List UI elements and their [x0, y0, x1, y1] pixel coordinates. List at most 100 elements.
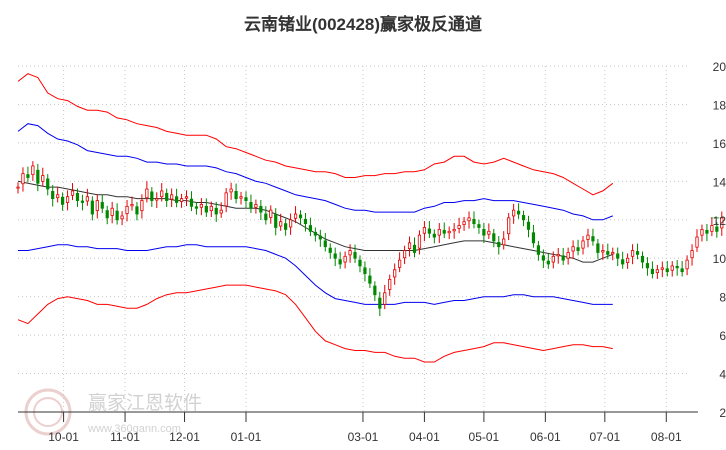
candle-body — [591, 236, 595, 242]
candlestick — [61, 192, 65, 211]
candle-body — [26, 174, 30, 178]
candle-body — [120, 215, 124, 220]
candlestick — [284, 218, 288, 236]
candle-body — [214, 207, 218, 215]
candle-body — [437, 228, 441, 236]
candlestick — [710, 217, 714, 237]
candlestick — [95, 194, 99, 219]
candlestick — [130, 196, 134, 211]
candle-body — [224, 192, 228, 207]
candle-body — [398, 259, 402, 268]
candlestick — [323, 233, 327, 252]
candlestick — [467, 211, 471, 229]
candle-body — [526, 221, 531, 230]
candlestick — [358, 255, 362, 273]
candle-body — [288, 219, 293, 228]
candlestick — [601, 244, 605, 260]
candle-body — [284, 223, 288, 230]
candlestick — [318, 229, 322, 247]
candle-body — [155, 198, 159, 201]
candle-body — [56, 194, 60, 199]
candlestick — [472, 211, 476, 229]
candlestick — [293, 206, 298, 224]
candlestick — [531, 224, 536, 248]
candlestick — [388, 274, 392, 296]
candle-body — [621, 259, 625, 265]
candle-body — [546, 260, 550, 265]
candle-body — [492, 233, 496, 242]
x-tick-label: 07-01 — [589, 430, 620, 444]
y-tick-label: 4 — [719, 368, 726, 382]
y-tick-label: 6 — [719, 329, 726, 343]
candlestick — [720, 211, 724, 236]
x-tick-label: 01-01 — [231, 430, 262, 444]
candlestick — [170, 188, 174, 207]
candlestick — [660, 261, 664, 278]
candlestick — [611, 247, 615, 261]
series-line-outer-upper — [17, 73, 614, 196]
candle-body — [165, 192, 169, 201]
candlestick — [477, 219, 481, 234]
candle-body — [383, 292, 387, 305]
candlestick — [507, 213, 511, 241]
candle-body — [209, 205, 213, 212]
candlestick — [199, 198, 203, 216]
y-tick-label: 12 — [713, 214, 726, 228]
candlestick — [417, 230, 422, 255]
candle-body — [323, 240, 327, 248]
candle-body — [318, 235, 322, 240]
candle-body — [645, 263, 650, 269]
y-tick-label: 18 — [713, 98, 726, 112]
candle-body — [412, 244, 417, 253]
candlestick — [402, 245, 407, 265]
candlestick — [650, 261, 655, 279]
candlestick — [586, 228, 590, 248]
candlestick — [313, 227, 317, 242]
candlestick — [194, 201, 199, 215]
candlestick — [398, 252, 402, 273]
x-tick-label: 04-01 — [409, 430, 440, 444]
candle-body — [432, 233, 436, 238]
candle-body — [551, 255, 555, 263]
candlestick — [685, 255, 689, 276]
candle-body — [298, 214, 303, 219]
candle-body — [675, 265, 679, 269]
candle-body — [254, 203, 258, 208]
x-tick-label: 10-01 — [48, 430, 79, 444]
candlestick — [145, 181, 149, 203]
candle-body — [521, 215, 526, 221]
candle-body — [219, 209, 223, 214]
candle-body — [507, 217, 511, 235]
candle-body — [259, 205, 263, 213]
candlestick — [279, 213, 283, 231]
candlestick — [16, 182, 20, 194]
y-tick-label: 10 — [713, 252, 726, 266]
candle-body — [447, 230, 451, 234]
candle-body — [655, 269, 659, 274]
candlestick — [393, 263, 397, 285]
candlestick — [715, 222, 719, 238]
candle-body — [279, 221, 283, 227]
candle-body — [140, 200, 144, 212]
series-line-outer-lower — [17, 284, 613, 363]
candle-body — [427, 228, 431, 234]
candle-body — [308, 225, 313, 232]
candle-body — [650, 268, 655, 274]
candle-body — [402, 250, 407, 259]
x-tick-label: 05-01 — [469, 430, 500, 444]
candlestick — [105, 205, 109, 225]
candlestick — [427, 221, 431, 239]
candle-body — [36, 169, 40, 184]
y-tick-label: 8 — [719, 291, 726, 305]
candle-body — [204, 205, 208, 213]
candlestick — [135, 201, 139, 221]
candle-body — [606, 251, 610, 255]
candlestick — [189, 191, 194, 212]
candlestick — [606, 243, 610, 260]
candle-body — [343, 255, 347, 263]
candlestick — [680, 260, 684, 277]
candle-body — [194, 206, 199, 209]
candlestick — [383, 284, 387, 310]
candlestick — [591, 228, 595, 246]
candlestick — [36, 163, 40, 192]
